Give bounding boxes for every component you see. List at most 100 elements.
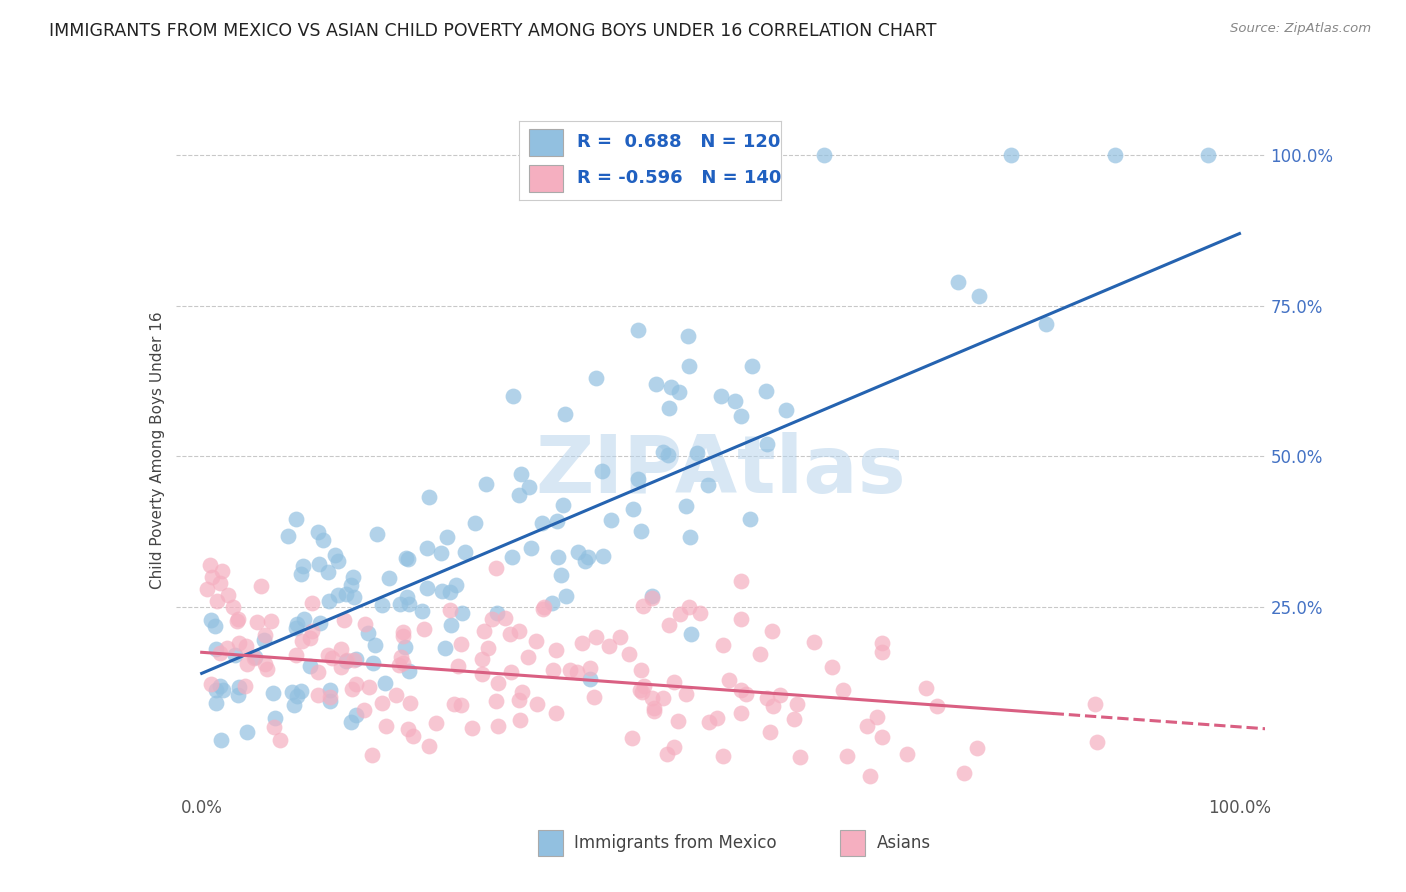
Point — [209, 646, 232, 660]
Point — [326, 554, 349, 568]
Point — [499, 626, 522, 640]
Point — [301, 596, 323, 610]
Point — [664, 739, 686, 754]
Point — [217, 588, 239, 602]
Text: R =  0.688   N = 120: R = 0.688 N = 120 — [576, 133, 780, 151]
Point — [292, 612, 315, 626]
Point — [236, 657, 259, 671]
Point — [344, 652, 367, 666]
Point — [277, 529, 299, 543]
Point — [200, 676, 222, 690]
Point — [475, 477, 498, 491]
Point — [554, 590, 576, 604]
Point — [418, 739, 440, 753]
Point — [340, 681, 363, 696]
Point — [859, 769, 882, 783]
Point — [461, 721, 484, 735]
Point — [554, 407, 576, 421]
Point — [631, 685, 654, 699]
Point — [434, 640, 457, 655]
Point — [450, 698, 472, 713]
Point — [291, 559, 314, 574]
Point — [430, 584, 453, 599]
Point — [501, 550, 523, 565]
Point — [443, 697, 465, 711]
Point — [952, 766, 974, 780]
Point — [333, 613, 356, 627]
Point — [509, 467, 531, 482]
Point — [617, 647, 640, 661]
Point — [558, 663, 581, 677]
Point — [643, 701, 665, 715]
Point — [344, 708, 367, 723]
Point — [402, 730, 425, 744]
Point — [340, 577, 363, 591]
Point — [576, 549, 599, 564]
Point — [375, 719, 398, 733]
Point — [689, 606, 711, 620]
Point — [226, 614, 249, 628]
Point — [242, 650, 264, 665]
Point — [285, 511, 308, 525]
Point — [392, 629, 415, 643]
Point — [658, 618, 681, 632]
Point — [856, 719, 879, 733]
Point — [544, 642, 567, 657]
Point — [396, 552, 419, 566]
Point — [641, 589, 664, 603]
Point — [803, 634, 825, 648]
Point — [264, 711, 287, 725]
Point — [389, 597, 412, 611]
Point — [298, 631, 321, 645]
Point — [676, 329, 699, 343]
Point — [710, 389, 733, 403]
Text: Source: ZipAtlas.com: Source: ZipAtlas.com — [1230, 22, 1371, 36]
Point — [585, 630, 607, 644]
Point — [620, 731, 643, 745]
Point — [211, 564, 233, 578]
Point — [813, 148, 835, 162]
Point — [312, 533, 335, 547]
Point — [821, 659, 844, 673]
Point — [343, 591, 366, 605]
Point — [730, 682, 752, 697]
Point — [655, 747, 678, 761]
Point — [204, 619, 226, 633]
Point — [204, 682, 226, 697]
Point — [520, 541, 543, 555]
Point — [896, 747, 918, 761]
Point — [675, 499, 697, 513]
Point — [416, 541, 439, 555]
Point — [357, 625, 380, 640]
Point — [287, 616, 309, 631]
Point — [735, 686, 758, 700]
Point — [396, 590, 419, 604]
Point — [284, 648, 307, 662]
Point — [371, 696, 394, 710]
Text: IMMIGRANTS FROM MEXICO VS ASIAN CHILD POVERTY AMONG BOYS UNDER 16 CORRELATION CH: IMMIGRANTS FROM MEXICO VS ASIAN CHILD PO… — [49, 22, 936, 40]
Point — [233, 679, 256, 693]
Point — [361, 656, 384, 670]
Point — [318, 694, 340, 708]
Point — [481, 612, 503, 626]
Point — [579, 660, 602, 674]
Point — [398, 665, 420, 679]
Point — [966, 741, 988, 756]
Point — [291, 633, 314, 648]
Point — [207, 594, 229, 608]
Point — [592, 549, 614, 563]
Point — [425, 715, 447, 730]
Point — [579, 672, 602, 686]
FancyBboxPatch shape — [530, 165, 564, 192]
Point — [675, 687, 697, 701]
Point — [502, 389, 524, 403]
Point — [243, 650, 266, 665]
Point — [872, 730, 894, 744]
Point — [262, 686, 284, 700]
Point — [342, 570, 364, 584]
Text: Immigrants from Mexico: Immigrants from Mexico — [575, 834, 778, 852]
Point — [224, 648, 246, 663]
Point — [301, 624, 323, 639]
Point — [706, 711, 728, 725]
Point — [730, 409, 752, 423]
